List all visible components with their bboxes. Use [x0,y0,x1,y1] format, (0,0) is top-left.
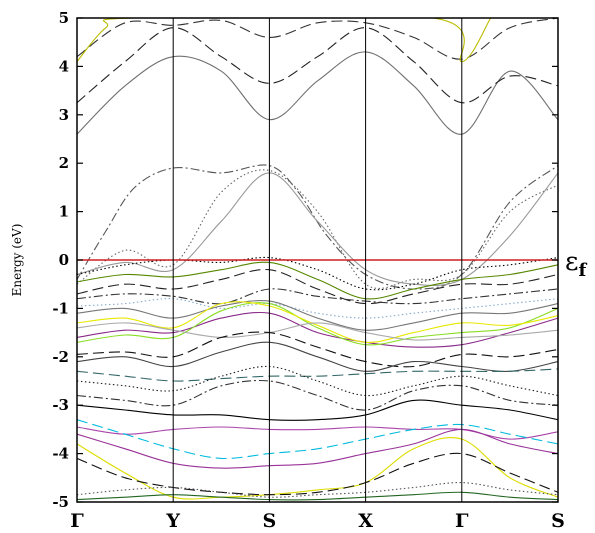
y-tick-label-10: 5 [59,9,69,27]
y-tick-label-2: -3 [52,396,69,414]
band-line-18 [77,331,558,368]
band-line-29 [77,482,558,498]
band-line-22 [77,379,558,411]
band-line-9 [77,261,558,300]
band-line-13 [77,300,558,331]
y-tick-label-3: -2 [52,348,69,366]
y-tick-label-0: -5 [52,493,69,511]
band-line-10 [77,268,558,305]
band-line-20 [77,368,558,382]
y-axis-title: Energy (eV) [10,224,24,297]
band-line-3 [77,18,558,60]
band-line-5 [77,164,558,290]
y-tick-label-5: 0 [59,251,69,269]
band-line-23 [77,399,558,421]
k-point-label-1: Y [165,510,180,532]
y-tick-label-6: 1 [59,203,69,221]
y-axis-ticks: -5 -4 -3 -2 -1 0 1 2 3 4 5 [52,9,558,511]
y-tick-label-8: 3 [59,106,69,124]
band-line-26 [77,428,558,469]
fermi-level-label: εf [565,247,587,281]
k-point-label-5: S [551,510,565,532]
band-line-19 [77,341,558,372]
band-line-17 [77,322,558,341]
band-line-14 [77,311,558,348]
y-tick-label-9: 4 [59,57,69,75]
k-point-label-4: Γ [455,510,469,532]
band-lines [77,18,558,501]
k-point-label-3: X [358,510,373,532]
y-tick-label-4: -1 [52,299,69,317]
y-tick-label-1: -4 [52,445,69,463]
band-line-1 [77,51,558,135]
band-line-15 [77,302,558,346]
band-line-28 [77,452,558,496]
fermi-label-main: ε [565,247,578,277]
k-point-label-2: S [263,510,277,532]
band-line-16 [77,301,558,343]
k-point-label-0: Γ [70,510,84,532]
band-line-25 [77,419,558,460]
k-point-dividers [172,18,463,502]
band-line-27 [77,436,558,500]
fermi-label-sub: f [578,260,587,281]
band-line-6 [77,169,558,289]
band-line-11 [77,288,558,305]
y-tick-label-7: 2 [59,154,69,172]
band-line-2 [77,27,558,104]
band-line-30 [77,491,558,501]
band-line-8 [77,256,558,291]
